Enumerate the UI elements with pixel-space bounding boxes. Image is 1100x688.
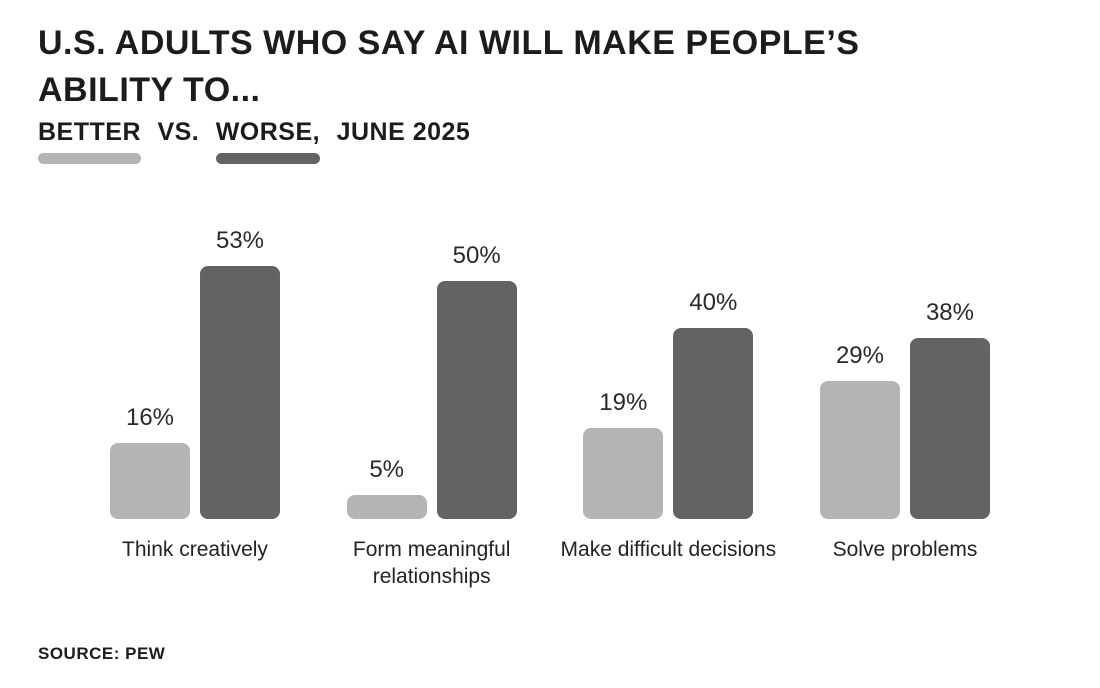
bar-column-better: 16%	[110, 404, 190, 519]
bar-group-think-creatively: 16% 53% Think creatively	[110, 224, 280, 590]
bar-better	[110, 442, 190, 519]
value-label-worse: 38%	[925, 298, 974, 326]
bar-better	[583, 428, 664, 519]
legend-label-better: BETTER	[38, 118, 141, 146]
bar-better	[819, 380, 900, 519]
bar-group-solve-problems: 29% 38% Solve problems	[819, 224, 990, 590]
bar-worse	[909, 337, 990, 519]
bars-pair: 19% 40%	[583, 224, 754, 519]
bar-column-worse: 40%	[673, 289, 754, 519]
bar-column-better: 5%	[346, 456, 427, 519]
category-label: Think creatively	[122, 538, 268, 561]
bar-column-better: 19%	[583, 389, 664, 519]
bar-worse	[436, 280, 517, 519]
bar-chart: 16% 53% Think creatively 5% 50%	[110, 224, 990, 590]
bar-better	[346, 495, 427, 519]
bar-worse	[673, 328, 754, 519]
legend-label-worse: WORSE,	[215, 118, 321, 146]
bar-column-worse: 53%	[200, 227, 280, 519]
legend-swatch-better	[38, 153, 141, 164]
legend-swatch-worse	[215, 153, 321, 164]
subtitle-date-text: JUNE 2025	[336, 118, 471, 146]
bars-pair: 16% 53%	[110, 224, 280, 519]
chart-title: U.S. ADULTS WHO SAY AI WILL MAKE PEOPLE’…	[38, 20, 859, 114]
source-attribution: SOURCE: PEW	[38, 644, 166, 663]
value-label-better: 5%	[369, 456, 404, 484]
bars-pair: 29% 38%	[819, 224, 990, 519]
bars-pair: 5% 50%	[346, 224, 517, 519]
chart-title-line2: ABILITY TO...	[38, 71, 261, 109]
bar-group-difficult-decisions: 19% 40% Make difficult decisions	[561, 224, 777, 590]
bar-group-form-relationships: 5% 50% Form meaningful relationships	[346, 224, 517, 590]
subtitle-vs-text: VS.	[157, 118, 200, 146]
bar-column-worse: 38%	[909, 298, 990, 519]
value-label-better: 19%	[599, 389, 648, 417]
bar-worse	[200, 266, 280, 519]
chart-title-line1: U.S. ADULTS WHO SAY AI WILL MAKE PEOPLE’…	[38, 24, 860, 62]
legend-item-worse: WORSE,	[215, 118, 321, 164]
value-label-worse: 50%	[452, 241, 501, 269]
category-label: Solve problems	[832, 538, 978, 561]
value-label-better: 29%	[835, 341, 884, 369]
category-label: Make difficult decisions	[560, 538, 777, 561]
legend-item-better: BETTER	[38, 118, 141, 164]
bar-column-worse: 50%	[436, 241, 517, 519]
category-label: Form meaningful relationships	[352, 538, 511, 588]
value-label-better: 16%	[125, 403, 175, 431]
value-label-worse: 40%	[689, 289, 738, 317]
chart-subtitle: BETTER VS. WORSE, JUNE 2025	[38, 118, 471, 164]
value-label-worse: 53%	[215, 227, 265, 255]
bar-column-better: 29%	[819, 341, 900, 519]
